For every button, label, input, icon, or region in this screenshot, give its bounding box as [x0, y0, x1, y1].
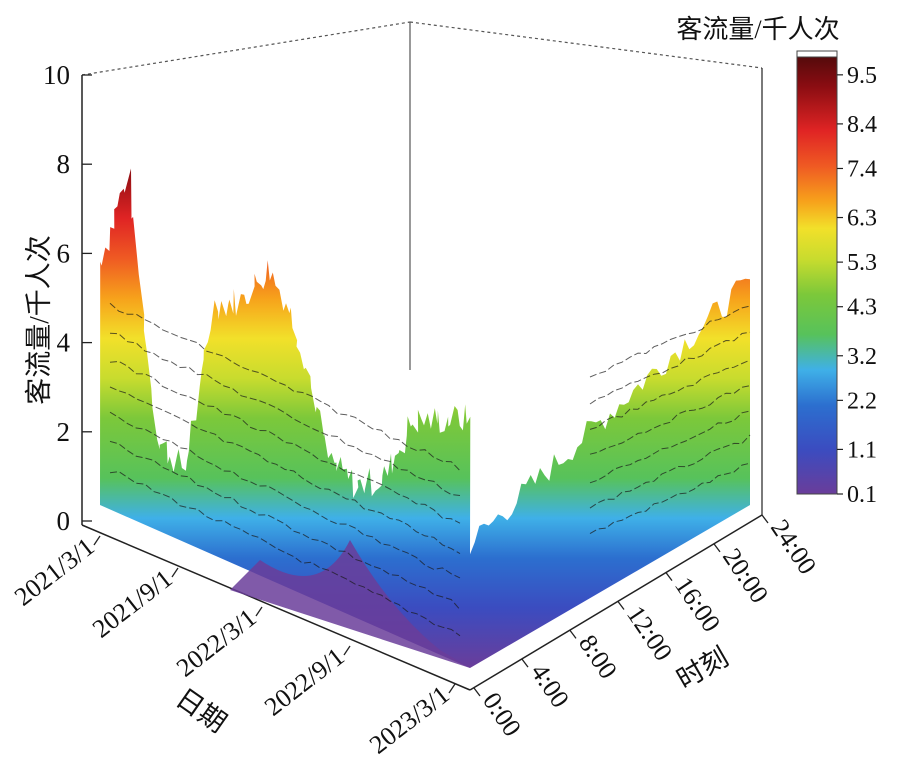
hour-tick-mark — [713, 543, 721, 553]
colorbar-tick-label: 8.4 — [847, 112, 877, 138]
hour-tick-mark — [473, 687, 481, 697]
colorbar-tick-label: 5.3 — [847, 250, 877, 276]
colorbar-tick-label: 7.4 — [847, 156, 877, 182]
hour-tick-mark — [521, 658, 529, 668]
date-tick-label: 2021/9/1 — [87, 564, 178, 644]
colorbar-title: 客流量/千人次 — [676, 15, 839, 44]
date-tick-label: 2023/3/1 — [364, 680, 455, 756]
contour-line — [109, 471, 461, 637]
contour-line — [109, 440, 461, 610]
axes-box — [81, 21, 763, 691]
hour-tick-label: 24:00 — [765, 514, 822, 579]
z-tick-label: 8 — [57, 149, 71, 179]
hour-tick-label: 20:00 — [717, 543, 774, 608]
date-tick-mark — [171, 567, 179, 578]
hour-tick-label: 12:00 — [621, 601, 678, 666]
hour-tick-label: 0:00 — [477, 687, 527, 742]
contour-line — [109, 332, 461, 496]
contour-line — [589, 305, 751, 378]
hour-tick-mark — [665, 572, 673, 582]
hour-tick-label: 4:00 — [525, 658, 575, 713]
colorbar-tick-label: 2.2 — [847, 388, 877, 414]
surface-valley — [230, 540, 470, 668]
date-axis-label: 日期 — [170, 683, 231, 739]
date-tick-label: 2022/9/1 — [259, 642, 350, 722]
contour-line — [589, 434, 751, 509]
z-tick-label: 0 — [57, 506, 71, 536]
z-tick-label: 10 — [43, 60, 70, 90]
hour-tick-mark — [617, 601, 625, 610]
contour-line — [589, 385, 751, 455]
contour-line — [589, 462, 751, 535]
colorbar-tick-label: 1.1 — [847, 437, 877, 463]
colorbar-tick-label: 3.2 — [847, 344, 877, 370]
hour-tick-label: 8:00 — [573, 629, 623, 684]
z-tick-label: 6 — [57, 238, 71, 268]
surface-body — [100, 168, 750, 668]
contour-line — [109, 411, 461, 579]
contour-line — [589, 410, 751, 484]
colorbar-tick-label: 0.1 — [847, 482, 877, 508]
z-tick-label: 4 — [57, 328, 71, 358]
date-tick-mark — [93, 535, 101, 546]
z-axis-label: 客流量/千人次 — [24, 235, 54, 405]
surface-plot — [100, 168, 750, 668]
colorbar-tick-label: 6.3 — [847, 206, 877, 232]
date-tick-mark — [343, 645, 351, 656]
hour-tick-mark — [761, 514, 769, 524]
contour-lines — [109, 302, 751, 637]
hour-tick-label: 16:00 — [669, 572, 726, 637]
colorbar: 客流量/千人次 0.1 1.1 2.2 3.2 4.3 5.3 6.3 7.4 8.4 9.5 — [676, 15, 877, 508]
contour-line — [589, 331, 751, 405]
z-tick-label: 2 — [57, 417, 71, 447]
date-tick-label: 2022/3/1 — [171, 603, 262, 683]
contour-line — [109, 302, 461, 472]
hour-axis-label: 时刻 — [672, 642, 734, 695]
date-tick-label: 2021/3/1 — [9, 532, 100, 612]
colorbar-tick-label: 9.5 — [847, 63, 877, 89]
date-tick-mark — [448, 683, 456, 694]
hour-tick-mark — [569, 629, 577, 639]
date-tick-mark — [255, 606, 263, 617]
contour-line — [589, 359, 751, 430]
z-axis: 0 2 4 6 8 10 — [43, 60, 92, 536]
colorbar-gradient — [796, 50, 838, 495]
contour-line — [109, 386, 461, 555]
colorbar-tick-label: 4.3 — [847, 295, 877, 321]
